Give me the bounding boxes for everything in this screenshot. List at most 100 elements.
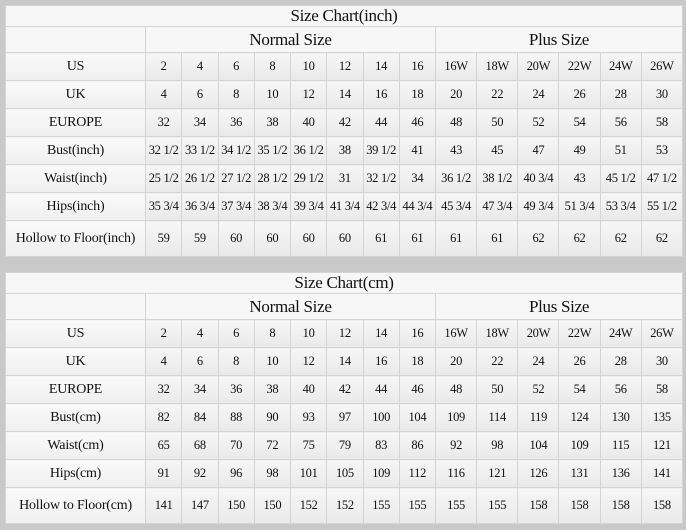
size-cell: 158 bbox=[517, 487, 560, 524]
size-cell: 53 3/4 bbox=[599, 192, 642, 221]
size-cell: 60 bbox=[217, 220, 255, 257]
size-cell: 105 bbox=[326, 459, 364, 488]
size-cell: 49 3/4 bbox=[517, 192, 560, 221]
size-cell: 44 3/4 bbox=[398, 192, 437, 221]
table-row: EUROPE 32 34 36 38 40 42 44 46 48 50 52 54 56 58 bbox=[5, 375, 684, 404]
size-cell: 47 bbox=[517, 136, 560, 165]
size-cell: 2 bbox=[144, 52, 183, 81]
row-label: Waist(inch) bbox=[5, 164, 146, 193]
size-cell: 83 bbox=[362, 431, 400, 460]
size-cell: 36 bbox=[217, 375, 255, 404]
size-chart-cm: Size Chart(cm) Normal Size Plus Size US 2 4 6 8… bbox=[4, 272, 684, 524]
size-cell: 52 bbox=[517, 108, 560, 137]
size-cell: 20W bbox=[517, 319, 560, 348]
size-cell: 70 bbox=[217, 431, 255, 460]
size-cell: 14 bbox=[362, 319, 400, 348]
group-header-plus: Plus Size bbox=[434, 293, 684, 320]
size-cell: 26W bbox=[640, 319, 684, 348]
size-cell: 10 bbox=[289, 319, 328, 348]
row-label: Hollow to Floor(inch) bbox=[5, 220, 146, 257]
size-cell: 22W bbox=[558, 52, 601, 81]
size-cell: 62 bbox=[599, 220, 642, 257]
size-cell: 51 bbox=[599, 136, 642, 165]
size-cell: 82 bbox=[144, 403, 183, 432]
size-cell: 35 1/2 bbox=[253, 136, 292, 165]
size-cell: 61 bbox=[398, 220, 437, 257]
size-cell: 40 3/4 bbox=[517, 164, 560, 193]
size-cell: 150 bbox=[217, 487, 255, 524]
group-header-normal: Normal Size bbox=[145, 26, 436, 53]
size-cell: 20 bbox=[434, 347, 478, 376]
size-cell: 54 bbox=[558, 375, 601, 404]
size-cell: 10 bbox=[289, 52, 328, 81]
size-cell: 24W bbox=[599, 52, 642, 81]
size-cell: 32 bbox=[144, 375, 183, 404]
size-cell: 36 1/2 bbox=[434, 164, 478, 193]
size-cell: 38 1/2 bbox=[476, 164, 519, 193]
size-cell: 42 bbox=[326, 108, 364, 137]
size-cell: 34 bbox=[398, 164, 437, 193]
size-cell: 12 bbox=[326, 52, 364, 81]
row-label: UK bbox=[5, 80, 146, 109]
size-cell: 155 bbox=[434, 487, 478, 524]
size-cell: 135 bbox=[640, 403, 684, 432]
size-cell: 68 bbox=[181, 431, 219, 460]
size-cell: 36 1/2 bbox=[289, 136, 328, 165]
size-cell: 158 bbox=[640, 487, 684, 524]
size-cell: 26 bbox=[558, 347, 601, 376]
size-cell: 130 bbox=[599, 403, 642, 432]
size-cell: 28 bbox=[599, 80, 642, 109]
size-cell: 60 bbox=[253, 220, 292, 257]
row-label: US bbox=[5, 319, 146, 348]
size-cell: 54 bbox=[558, 108, 601, 137]
size-cell: 43 bbox=[558, 164, 601, 193]
size-cell: 4 bbox=[144, 347, 183, 376]
row-label: UK bbox=[5, 347, 146, 376]
size-cell: 50 bbox=[476, 108, 519, 137]
size-cell: 58 bbox=[640, 375, 684, 404]
size-cell: 53 bbox=[640, 136, 683, 165]
size-cell: 65 bbox=[144, 431, 183, 460]
size-cell: 55 1/2 bbox=[640, 192, 683, 221]
size-cell: 8 bbox=[253, 52, 292, 81]
size-cell: 20 bbox=[434, 80, 478, 109]
size-cell: 44 bbox=[362, 375, 400, 404]
size-cell: 104 bbox=[517, 431, 560, 460]
table-title: Size Chart(cm) bbox=[4, 272, 684, 294]
size-cell: 61 bbox=[362, 220, 400, 257]
table-row: US 2 4 6 8 10 12 14 16 16W 18W 20W 22W 24W 26W bbox=[5, 319, 684, 348]
size-cell: 8 bbox=[217, 347, 255, 376]
size-cell: 14 bbox=[326, 347, 364, 376]
table-row: Waist(cm) 65 68 70 72 75 79 83 86 92 98 104 109 115 12… bbox=[5, 431, 684, 460]
size-cell: 112 bbox=[398, 459, 437, 488]
table-row: Hips(cm) 91 92 96 98 101 105 109 112 116 121 126 131… bbox=[5, 459, 684, 488]
row-label: Hollow to Floor(cm) bbox=[5, 487, 146, 524]
size-cell: 141 bbox=[144, 487, 183, 524]
row-label: Bust(inch) bbox=[5, 136, 146, 165]
size-cell: 4 bbox=[181, 52, 219, 81]
group-header-normal: Normal Size bbox=[145, 293, 436, 320]
table-row: Hollow to Floor(inch) 59 59 60 60 60 60 61 61 61 6… bbox=[5, 220, 683, 257]
size-cell: 41 bbox=[398, 136, 437, 165]
size-cell: 4 bbox=[144, 80, 183, 109]
size-cell: 18W bbox=[476, 319, 519, 348]
size-cell: 28 bbox=[599, 347, 642, 376]
row-label: EUROPE bbox=[5, 375, 146, 404]
size-cell: 6 bbox=[217, 52, 255, 81]
size-cell: 32 1/2 bbox=[144, 136, 183, 165]
size-cell: 46 bbox=[398, 375, 437, 404]
row-label: Bust(cm) bbox=[5, 403, 146, 432]
size-chart-inch: Size Chart(inch) Normal Size Plus Size US 2 4… bbox=[5, 5, 683, 257]
size-cell: 45 1/2 bbox=[599, 164, 642, 193]
size-cell: 30 bbox=[640, 347, 684, 376]
size-cell: 42 bbox=[326, 375, 364, 404]
size-cell: 2 bbox=[144, 319, 183, 348]
size-cell: 14 bbox=[362, 52, 400, 81]
empty-header-cell bbox=[5, 293, 146, 320]
size-cell: 18W bbox=[476, 52, 519, 81]
size-cell: 18 bbox=[398, 347, 437, 376]
size-cell: 92 bbox=[181, 459, 219, 488]
size-cell: 155 bbox=[476, 487, 519, 524]
size-cell: 38 bbox=[326, 136, 364, 165]
size-cell: 20W bbox=[517, 52, 560, 81]
